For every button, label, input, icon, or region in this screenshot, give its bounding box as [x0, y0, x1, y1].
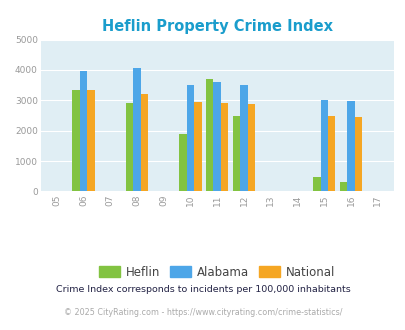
Bar — [320, 100, 327, 191]
Bar — [232, 115, 240, 191]
Bar — [87, 90, 94, 191]
Bar — [79, 72, 87, 191]
Bar — [354, 117, 361, 191]
Text: © 2025 CityRating.com - https://www.cityrating.com/crime-statistics/: © 2025 CityRating.com - https://www.city… — [64, 308, 341, 317]
Bar — [133, 68, 140, 191]
Bar — [339, 182, 346, 191]
Title: Heflin Property Crime Index: Heflin Property Crime Index — [102, 19, 332, 34]
Text: Crime Index corresponds to incidents per 100,000 inhabitants: Crime Index corresponds to incidents per… — [55, 285, 350, 294]
Bar — [194, 102, 201, 191]
Legend: Heflin, Alabama, National: Heflin, Alabama, National — [94, 261, 339, 283]
Bar — [327, 116, 335, 191]
Bar — [213, 82, 220, 191]
Bar — [346, 101, 354, 191]
Bar — [247, 104, 255, 191]
Bar — [186, 85, 194, 191]
Bar — [72, 90, 79, 191]
Bar — [126, 103, 133, 191]
Bar — [179, 134, 186, 191]
Bar — [140, 94, 148, 191]
Bar — [312, 177, 320, 191]
Bar — [205, 79, 213, 191]
Bar — [220, 103, 228, 191]
Bar — [240, 85, 247, 191]
